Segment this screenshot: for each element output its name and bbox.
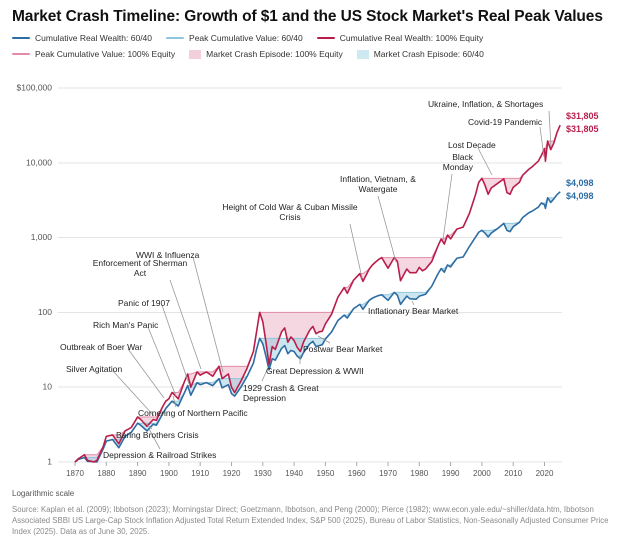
svg-text:1890: 1890	[129, 469, 147, 478]
chart-canvas: $100,000 10,000 1,000 100 10 1 1870 1880 1890 190…	[0, 80, 624, 485]
legend-item-2: Cumulative Real Wealth: 100% Equity	[316, 33, 484, 43]
legend-item-0: Cumulative Real Wealth: 60/40	[12, 33, 152, 43]
svg-text:1,000: 1,000	[31, 232, 53, 242]
svg-text:1920: 1920	[223, 469, 241, 478]
legend-label: Cumulative Real Wealth: 100% Equity	[339, 33, 484, 43]
end-value-label-2: $4,098	[566, 178, 594, 188]
legend-item-3: Peak Cumulative Value: 100% Equity	[12, 49, 175, 59]
svg-text:1980: 1980	[410, 469, 428, 478]
legend-line-swatch	[12, 37, 30, 39]
svg-text:1940: 1940	[285, 469, 303, 478]
log-scale-note: Logarithmic scale	[12, 489, 75, 498]
growth-of-dollar-chart: $100,000 10,000 1,000 100 10 1 1870 1880 1890 190…	[0, 80, 624, 480]
annotation-black-monday: Black Monday	[442, 152, 473, 173]
legend-box-swatch	[189, 49, 202, 59]
annotation-great-depression-wwii: Great Depression & WWII	[266, 366, 364, 376]
legend-label: Peak Cumulative Value: 60/40	[189, 33, 303, 43]
svg-text:1910: 1910	[191, 469, 209, 478]
annotation-cold-war-cuban-missile: Height of Cold War & Cuban Missile Crisis	[222, 202, 358, 223]
svg-text:1990: 1990	[442, 469, 460, 478]
end-value-label-3: $4,098	[566, 191, 594, 201]
annotation-outbreak-boer-war: Outbreak of Boer War	[60, 342, 143, 352]
svg-text:1960: 1960	[348, 469, 366, 478]
svg-text:10: 10	[43, 382, 53, 392]
legend-label: Market Crash Episode: 60/40	[373, 49, 484, 59]
legend-label: Peak Cumulative Value: 100% Equity	[35, 49, 176, 59]
svg-text:1930: 1930	[254, 469, 272, 478]
svg-text:$100,000: $100,000	[17, 83, 53, 93]
annotation-sherman-act: Enforcement of Sherman Act	[92, 258, 188, 279]
legend-label: Cumulative Real Wealth: 60/40	[35, 33, 153, 43]
annotation-baring-brothers-crisis: Baring Brothers Crisis	[116, 430, 199, 440]
annotation-postwar-bear-market: Postwar Bear Market	[303, 344, 383, 354]
annotation-wwi-influenza: WWI & Influenza	[136, 250, 200, 260]
svg-text:1970: 1970	[379, 469, 397, 478]
annotation-inflationary-bear-market: Inflationary Bear Market	[368, 306, 459, 316]
annotation-panic-of-1907: Panic of 1907	[118, 298, 170, 308]
annotation-silver-agitation: Silver Agitation	[66, 364, 123, 374]
chart-svg: $100,000 10,000 1,000 100 10 1 1870 1880 1890 190…	[17, 83, 562, 478]
page-title: Market Crash Timeline: Growth of $1 and …	[12, 8, 603, 25]
end-value-label-0: $31,805	[566, 111, 599, 121]
svg-text:1900: 1900	[160, 469, 178, 478]
svg-text:1950: 1950	[317, 469, 335, 478]
annotation-covid-19-pandemic: Covid-19 Pandemic	[468, 117, 543, 127]
svg-text:1870: 1870	[66, 469, 84, 478]
source-citation: Source: Kaplan et al. (2009); Ibbotson (…	[12, 505, 609, 536]
annotation-lost-decade: Lost Decade	[448, 140, 496, 150]
svg-text:10,000: 10,000	[26, 157, 52, 167]
svg-text:100: 100	[38, 307, 52, 317]
legend-item-5: Market Crash Episode: 60/40	[356, 49, 484, 59]
annotation-rich-mans-panic: Rich Man's Panic	[93, 320, 159, 330]
legend-item-4: Market Crash Episode: 100% Equity	[189, 49, 343, 59]
legend-line-swatch	[316, 37, 335, 39]
svg-text:1: 1	[47, 457, 52, 467]
svg-text:2010: 2010	[504, 469, 522, 478]
svg-text:2020: 2020	[536, 469, 554, 478]
svg-text:1880: 1880	[97, 469, 115, 478]
legend-line-swatch	[166, 37, 185, 39]
annotation-depression-railroad-strikes: Depression & Railroad Strikes	[103, 450, 217, 460]
annotation-inflation-vietnam-watergate: Inflation, Vietnam, & Watergate	[340, 174, 416, 195]
svg-text:2000: 2000	[473, 469, 491, 478]
annotation-crash-1929: 1929 Crash & Great Depression	[243, 383, 319, 404]
legend: Cumulative Real Wealth: 60/40 Peak Cumula…	[12, 33, 614, 59]
legend-label: Market Crash Episode: 100% Equity	[206, 49, 343, 59]
annotation-ukraine-inflation-shortages: Ukraine, Inflation, & Shortages	[428, 99, 544, 109]
annotation-cornering-northern-pacific: Cornering of Northern Pacific	[138, 408, 248, 418]
legend-line-swatch	[12, 53, 30, 55]
legend-item-1: Peak Cumulative Value: 60/40	[166, 33, 303, 43]
end-value-label-1: $31,805	[566, 124, 599, 134]
legend-box-swatch	[356, 49, 369, 59]
